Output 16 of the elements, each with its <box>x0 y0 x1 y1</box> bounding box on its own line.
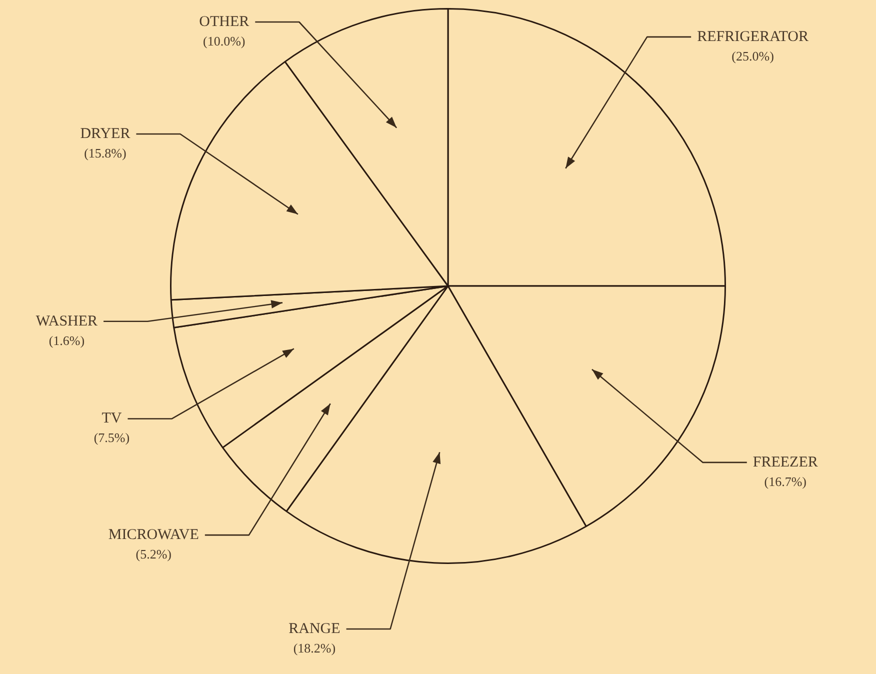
slice-label: FREEZER <box>752 454 818 470</box>
slice-label: MICROWAVE <box>108 527 199 544</box>
data-label: (16.7%) <box>764 474 806 489</box>
slice-label: REFRIGERATOR <box>697 28 808 45</box>
slice-label: OTHER <box>199 14 250 30</box>
data-label: (18.2%) <box>293 640 336 656</box>
slice-label: WASHER <box>36 313 98 330</box>
data-label: (15.8%) <box>84 145 126 160</box>
data-label: (5.2%) <box>136 546 172 562</box>
slice-label: DRYER <box>80 126 130 142</box>
data-label: (7.5%) <box>94 430 130 446</box>
data-label: (10.0%) <box>203 33 246 48</box>
slice-label: TV <box>102 410 122 427</box>
data-label: (1.6%) <box>48 332 85 348</box>
data-label: (25.0%) <box>732 48 774 64</box>
slice-label: RANGE <box>288 620 340 637</box>
